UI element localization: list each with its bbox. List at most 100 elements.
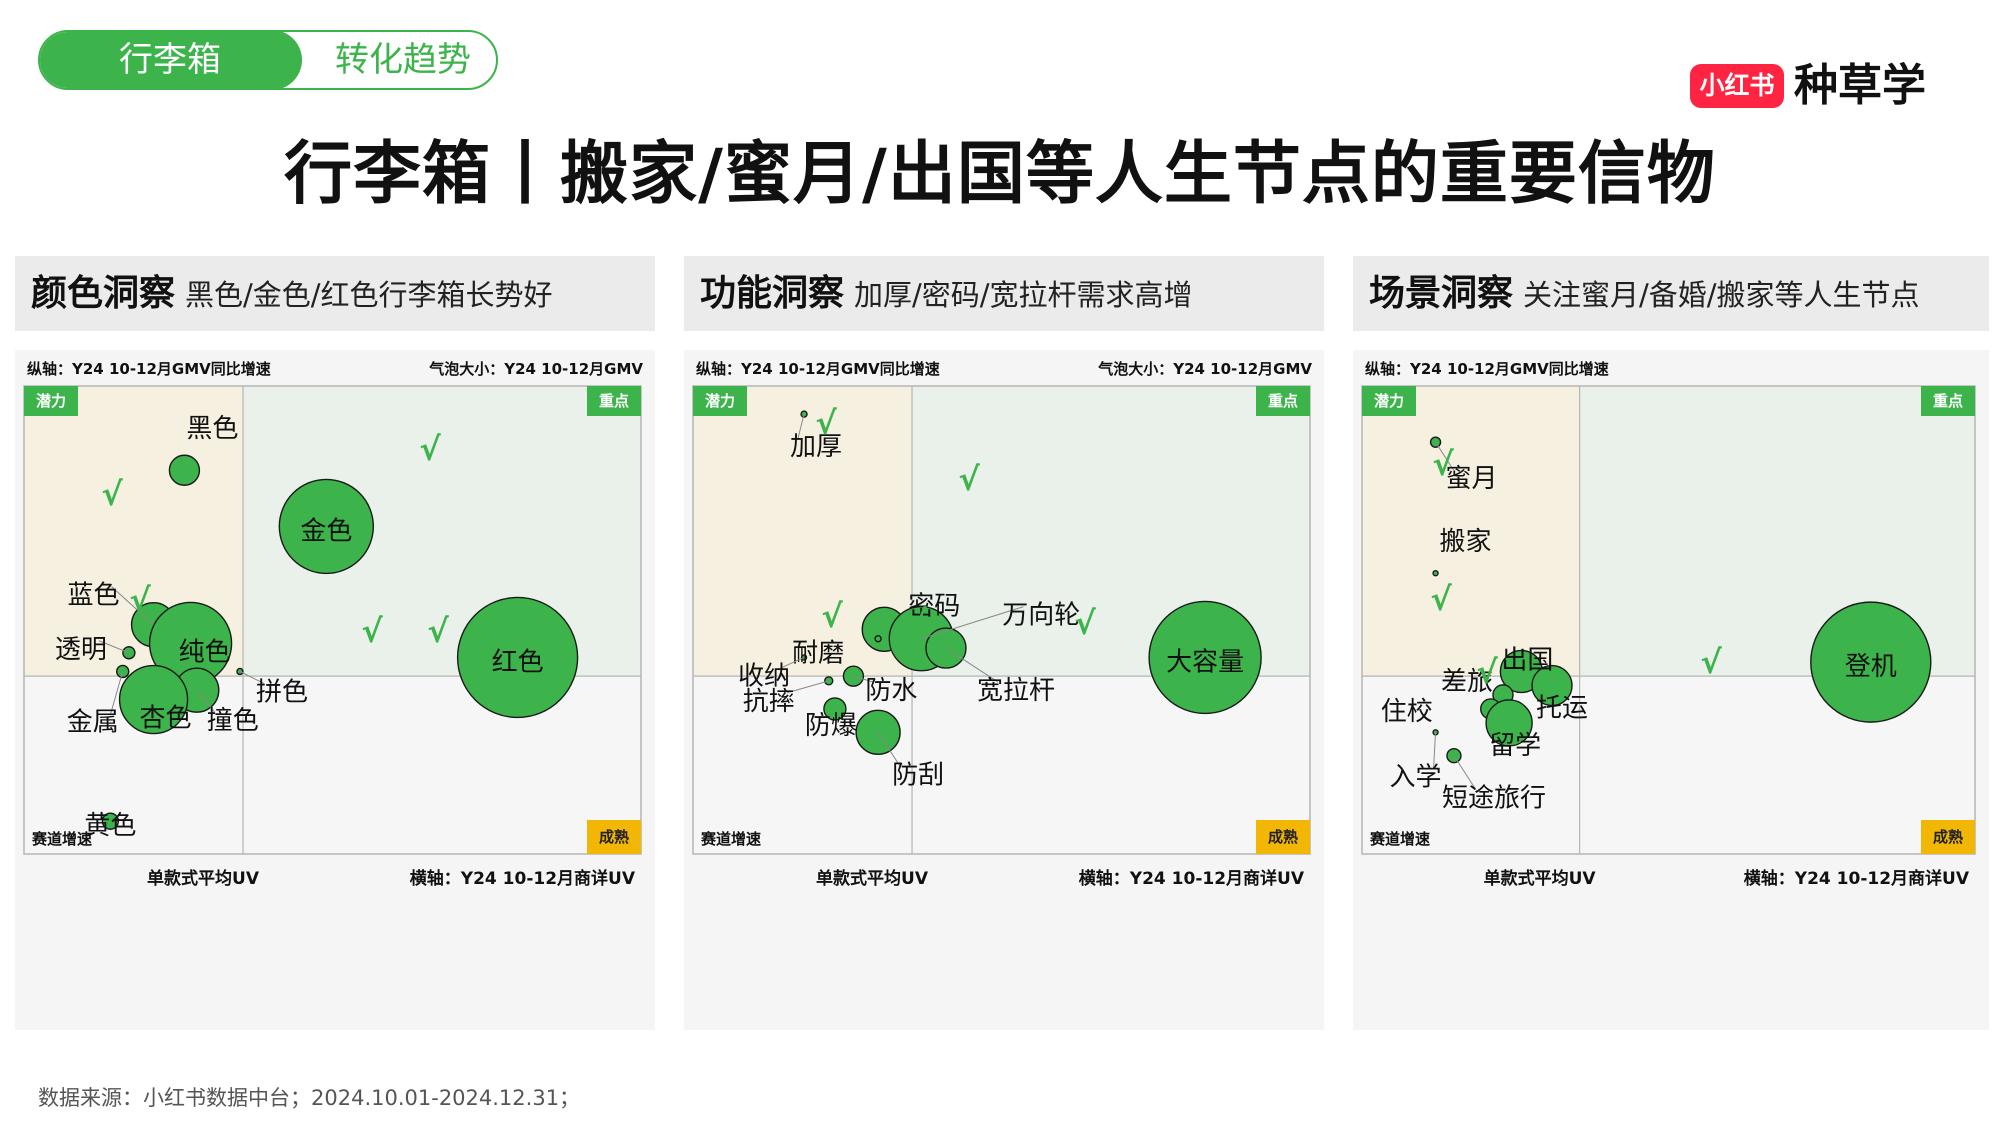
bubble-label: 防刮 [892,760,944,790]
plot-frame [1361,385,1976,855]
leader-line [1433,732,1437,769]
section-label: 颜色洞察 [31,273,176,314]
section-header-function: 功能洞察 加厚/密码/宽拉杆需求高增 [684,256,1324,331]
bubble-label: 抗摔 [743,687,795,717]
bubble-label: 纯色 [179,637,231,667]
bubble-label: 出国 [1501,645,1553,675]
bubble [842,665,865,687]
quadrant-potential [1362,386,1580,677]
check-mark: √ [1430,580,1452,618]
tag-potential: 潜力 [705,392,735,410]
tag-potential-bg [24,386,78,416]
bubble [1810,601,1932,723]
x-axis-label: 横轴：Y24 10-12月商详UV [1079,868,1305,889]
bubble-label: 密码 [908,591,960,621]
tag-mature-bg [1256,820,1310,854]
tab-conversion-trend[interactable]: 转化趋势 [335,40,471,80]
bubble-size-label: 气泡大小：Y24 10-12月GMV [428,360,643,378]
bubble-label: 黑色 [186,414,238,444]
bubble-label: 入学 [1390,762,1442,792]
bubble-label: 红色 [492,647,544,677]
check-mark: √ [361,612,383,650]
chart-function: 纵轴：Y24 10-12月GMV同比增速 气泡大小：Y24 10-12月GMV 潜力… [684,350,1324,1030]
tag-mature: 成熟 [1933,828,1963,846]
leader-line [239,671,265,684]
bubble-label: 托运 [1536,694,1588,724]
bubble [1531,664,1573,707]
leader-line [1453,755,1477,790]
leader-line [797,413,805,439]
check-mark: √ [1476,653,1498,691]
bubble [456,596,579,719]
leader-line [921,606,1024,640]
x-axis-label: 横轴：Y24 10-12月商详UV [410,868,636,889]
check-mark: √ [1700,643,1722,681]
bubble-label: 宽拉杆 [977,676,1055,706]
track-growth-label: 赛道增速 [31,830,92,848]
bubble-label: 金属 [67,707,119,737]
bubble-label: 留学 [1489,731,1541,761]
chart-scene: 纵轴：Y24 10-12月GMV同比增速 潜力 重点 成熟 赛道增速 单款式平均UV 横轴：… [1353,350,1989,1030]
brand-name: 种草学 [1794,60,1926,111]
bubble [925,627,967,669]
bubble-label: 差旅 [1441,667,1493,697]
bubble-label: 黄色 [84,811,136,841]
check-mark: √ [1074,604,1096,642]
bubble-label: 登机 [1845,652,1897,682]
leader-line [110,671,124,714]
bubble-size-label: 气泡大小：Y24 10-12月GMV [1097,360,1312,378]
leader-line [111,586,154,626]
check-mark: √ [821,597,843,635]
bubble-label: 透明 [55,635,107,665]
section-sub: 加厚/密码/宽拉杆需求高增 [854,278,1193,312]
section-label: 场景洞察 [1369,273,1514,314]
x-axis-left-label: 单款式平均UV [147,868,260,889]
x-axis-label: 横轴：Y24 10-12月商详UV [1744,868,1970,889]
plot-frame [23,385,642,855]
plot-frame [692,385,1311,855]
check-mark: √ [427,612,449,650]
check-mark: √ [815,404,837,442]
tag-potential: 潜力 [1374,392,1404,410]
check-mark: √ [419,430,441,468]
footnote: 数据来源：小红书数据中台；2024.10.01-2024.12.31； [38,1086,581,1110]
tab-luggage[interactable]: 行李箱 [40,32,302,88]
check-mark: √ [905,603,927,641]
y-axis-label: 纵轴：Y24 10-12月GMV同比增速 [27,360,271,378]
bubble-label: 耐磨 [792,639,844,669]
xiaohongshu-logo: 小红书 [1690,64,1784,108]
leader-line [98,640,130,654]
tag-key-bg [1256,386,1310,416]
check-mark: √ [1432,445,1454,483]
leader-line [786,680,829,694]
section-header-color: 颜色洞察 黑色/金色/红色行李箱长势好 [15,256,655,331]
bubble [874,635,882,643]
bubble-label: 搬家 [1440,527,1492,557]
leader-line [196,689,216,713]
x-axis-left-label: 单款式平均UV [1484,868,1597,889]
check-mark: √ [101,475,123,513]
y-axis-label: 纵轴：Y24 10-12月GMV同比增速 [1365,360,1609,378]
bubble-chart-function: 纵轴：Y24 10-12月GMV同比增速 气泡大小：Y24 10-12月GMV 潜力… [692,360,1312,889]
bubble-label: 防爆 [805,711,857,741]
section-sub: 黑色/金色/红色行李箱长势好 [185,278,553,312]
bubble-label: 防水 [865,676,917,706]
chart-color: 纵轴：Y24 10-12月GMV同比增速 气泡大小：Y24 10-12月GMV 潜力… [15,350,655,1030]
tag-key: 重点 [599,392,629,410]
bubble [1446,748,1462,764]
bubble-label: 蜜月 [1446,464,1498,494]
bubble [236,667,244,676]
leader-line [877,732,901,767]
tag-key-bg [1921,386,1975,416]
tag-mature: 成熟 [1268,828,1298,846]
bubble [118,664,189,735]
bubble-label: 拼色 [256,677,308,707]
bubble [855,709,901,756]
check-mark: √ [958,460,980,498]
check-mark: √ [307,491,329,529]
leader-line [781,656,805,668]
category-tab-switch[interactable]: 行李箱 转化趋势 [38,30,498,90]
bubble-label: 大容量 [1166,647,1244,677]
bubble-chart-color: 纵轴：Y24 10-12月GMV同比增速 气泡大小：Y24 10-12月GMV 潜力… [23,360,643,889]
